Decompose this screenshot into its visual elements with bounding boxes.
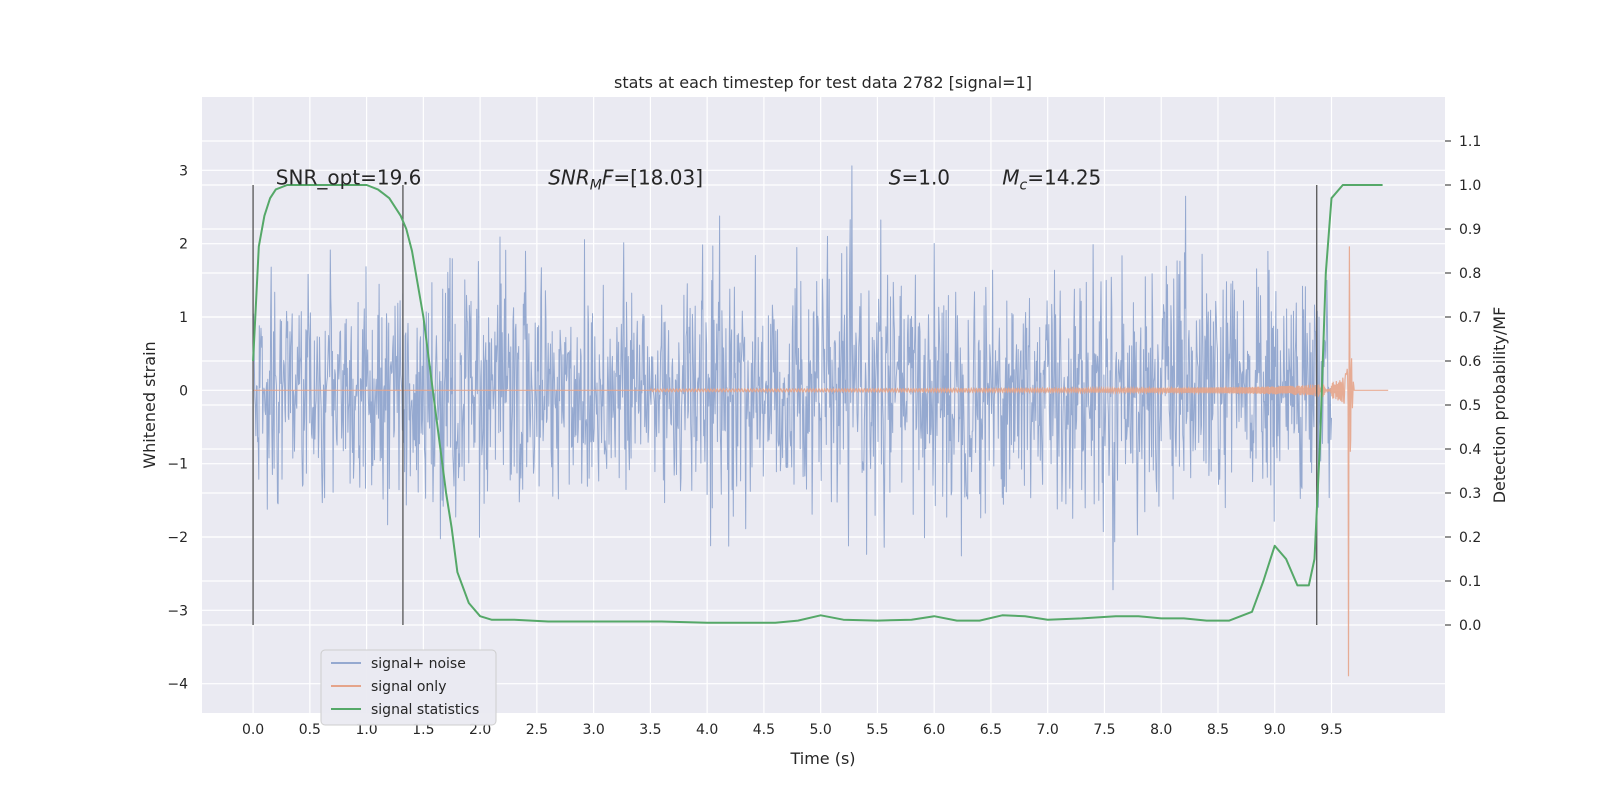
y-right-axis-ticks: 1.1 1.0 0.9 0.8 0.7 0.6 0.5 0.4 0.3 0.2 0.1 0.0 [1445, 134, 1481, 634]
y-right-tick-label: 0.3 [1459, 486, 1481, 502]
noise-trace [252, 165, 1332, 591]
x-tick-label: 4.5 [753, 722, 775, 738]
annotation-text: Mc=14.25 [1002, 166, 1101, 194]
x-tick-label: 9.0 [1264, 722, 1286, 738]
y-left-tick-label: 0 [179, 383, 188, 399]
y-right-tick-label: 1.0 [1459, 178, 1481, 194]
x-tick-label: 8.5 [1207, 722, 1229, 738]
x-tick-label: 2.0 [469, 722, 491, 738]
x-tick-label: 0.5 [299, 722, 321, 738]
y-right-tick-label: 0.7 [1459, 310, 1481, 326]
y-left-tick-label: 2 [179, 237, 188, 253]
legend-label-stats: signal statistics [371, 702, 479, 718]
event-markers [252, 185, 1318, 625]
x-axis-label: Time (s) [789, 749, 855, 768]
y-right-tick-label: 0.5 [1459, 398, 1481, 414]
x-tick-label: 5.5 [866, 722, 888, 738]
x-axis-ticks: 0.0 0.5 1.0 1.5 2.0 2.5 3.0 3.5 4.0 4.5 5.0 5.5 6.0 6… [242, 722, 1343, 738]
legend-label-noise: signal+ noise [371, 656, 466, 672]
y-right-tick-label: 0.2 [1459, 530, 1481, 546]
x-tick-label: 1.5 [412, 722, 434, 738]
annotation-text: SNR_opt=19.6 [276, 166, 422, 190]
noise-line [252, 165, 1332, 591]
annotations: SNR_opt=19.6 SNRMF=[18.03] S=1.0 Mc=14.25 [276, 166, 1101, 194]
x-tick-label: 6.0 [923, 722, 945, 738]
y-right-axis-label: Detection probability/MF [1490, 307, 1509, 504]
x-tick-label: 3.5 [639, 722, 661, 738]
y-right-tick-label: 1.1 [1459, 134, 1481, 150]
x-tick-label: 3.0 [582, 722, 604, 738]
x-tick-label: 2.5 [526, 722, 548, 738]
y-left-tick-label: −2 [167, 530, 188, 546]
annotation-text: S=1.0 [889, 166, 950, 190]
x-tick-label: 6.5 [980, 722, 1002, 738]
legend-label-signal: signal only [371, 679, 446, 695]
x-tick-label: 9.5 [1320, 722, 1342, 738]
y-left-tick-label: 3 [179, 163, 188, 179]
y-right-tick-label: 0.8 [1459, 266, 1481, 282]
signal-trace [253, 246, 1389, 677]
y-right-tick-label: 0.1 [1459, 574, 1481, 590]
legend-box [320, 649, 497, 726]
y-left-tick-label: −4 [167, 677, 188, 693]
statistics-trace [252, 184, 1383, 624]
x-tick-label: 0.0 [242, 722, 264, 738]
annotation-text: SNRMF=[18.03] [548, 166, 703, 194]
signal-line [253, 246, 1389, 677]
legend: signal+ noise signal only signal statist… [320, 649, 497, 726]
y-right-tick-label: 0.0 [1459, 618, 1481, 634]
x-tick-label: 5.0 [810, 722, 832, 738]
x-tick-label: 7.5 [1093, 722, 1115, 738]
y-left-axis-ticks: 3 2 1 0 −1 −2 −3 −4 [167, 163, 188, 692]
y-left-tick-label: −1 [167, 457, 188, 473]
x-tick-label: 8.0 [1150, 722, 1172, 738]
y-left-axis-label: Whitened strain [140, 341, 159, 468]
y-left-tick-label: −3 [167, 603, 188, 619]
y-right-tick-label: 0.4 [1459, 442, 1481, 458]
y-left-tick-label: 1 [179, 310, 188, 326]
statistics-line [252, 184, 1383, 624]
chart-title: stats at each timestep for test data 278… [614, 73, 1032, 92]
y-right-tick-label: 0.9 [1459, 222, 1481, 238]
y-right-tick-label: 0.6 [1459, 354, 1481, 370]
x-tick-label: 7.0 [1037, 722, 1059, 738]
x-tick-label: 4.0 [696, 722, 718, 738]
x-tick-label: 1.0 [355, 722, 377, 738]
